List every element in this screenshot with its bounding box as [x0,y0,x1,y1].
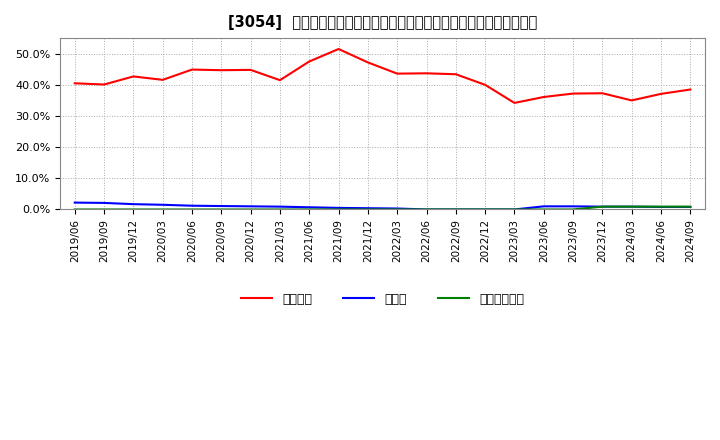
のれん [334,205,343,210]
自己資本 [539,94,548,99]
繰延税金資産 [422,207,431,212]
のれん [393,206,402,211]
繰延税金資産 [451,207,460,212]
のれん [188,203,197,209]
自己資本 [364,60,372,65]
自己資本 [393,71,402,76]
自己資本 [451,72,460,77]
自己資本 [657,91,665,96]
のれん [569,204,577,209]
自己資本 [276,77,284,83]
のれん [451,207,460,212]
繰延税金資産 [71,207,79,212]
のれん [71,200,79,205]
のれん [246,204,255,209]
自己資本 [510,100,519,106]
自己資本 [188,67,197,72]
自己資本 [217,68,225,73]
繰延税金資産 [686,204,695,209]
繰延税金資産 [188,207,197,212]
のれん [305,205,314,210]
繰延税金資産 [364,207,372,212]
繰延税金資産 [598,204,607,209]
のれん [686,204,695,209]
自己資本 [100,82,109,87]
のれん [217,203,225,209]
のれん [100,200,109,205]
Line: 繰延税金資産: 繰延税金資産 [75,207,690,209]
のれん [510,207,519,212]
繰延税金資産 [334,207,343,212]
自己資本 [334,46,343,51]
自己資本 [481,82,490,88]
自己資本 [422,71,431,76]
Title: [3054]  自己資本、のれん、繰延税金資産の総資産に対する比率の推移: [3054] 自己資本、のれん、繰延税金資産の総資産に対する比率の推移 [228,15,537,30]
繰延税金資産 [569,207,577,212]
繰延税金資産 [539,207,548,212]
繰延税金資産 [246,207,255,212]
自己資本 [598,91,607,96]
自己資本 [686,87,695,92]
のれん [481,207,490,212]
Legend: 自己資本, のれん, 繰延税金資産: 自己資本, のれん, 繰延税金資産 [235,288,529,311]
繰延税金資産 [481,207,490,212]
繰延税金資産 [393,207,402,212]
のれん [539,204,548,209]
Line: のれん: のれん [75,202,690,209]
のれん [129,202,138,207]
自己資本 [627,98,636,103]
のれん [364,205,372,211]
のれん [276,204,284,209]
自己資本 [569,91,577,96]
のれん [422,207,431,212]
のれん [627,204,636,209]
繰延税金資産 [276,207,284,212]
自己資本 [129,74,138,79]
繰延税金資産 [305,207,314,212]
のれん [158,202,167,207]
のれん [598,204,607,209]
繰延税金資産 [129,207,138,212]
繰延税金資産 [158,207,167,212]
自己資本 [246,67,255,73]
Line: 自己資本: 自己資本 [75,49,690,103]
自己資本 [305,59,314,64]
繰延税金資産 [627,204,636,209]
繰延税金資産 [510,207,519,212]
繰延税金資産 [217,207,225,212]
繰延税金資産 [657,204,665,209]
のれん [657,204,665,209]
自己資本 [71,81,79,86]
自己資本 [158,77,167,82]
繰延税金資産 [100,207,109,212]
